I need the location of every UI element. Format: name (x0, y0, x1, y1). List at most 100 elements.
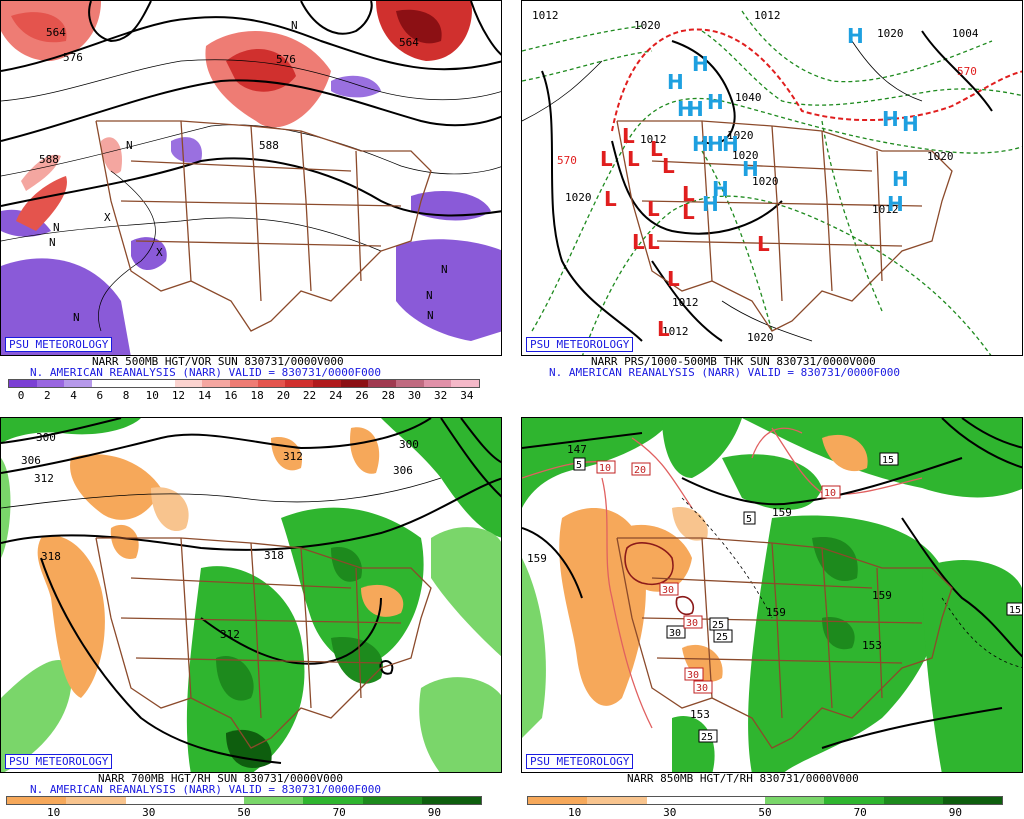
panel-sfc-pressure: 1012 1020 1012 1020 1004 1040 1020 1012 … (521, 0, 1024, 405)
panel-500mb: 564 576 588 588 576 564 N N N N N N X X … (0, 0, 503, 405)
high-pressure-marker: H (692, 132, 709, 156)
isobar-label: 1012 (672, 296, 699, 309)
vort-letter: N (73, 311, 80, 324)
colorbar-segment (340, 380, 369, 387)
isobar-label: 1040 (735, 91, 762, 104)
high-pressure-marker: H (702, 192, 719, 216)
low-pressure-marker: L (667, 267, 680, 291)
colorbar-segment (421, 797, 481, 804)
high-pressure-marker: H (847, 24, 864, 48)
colorbar-tick-label: 10 (46, 806, 61, 819)
svg-text:25: 25 (712, 620, 724, 631)
isobar-label: 1020 (877, 27, 904, 40)
psu-logo: PSU METEOROLOGY (5, 337, 113, 352)
colorbar-ticks: 10 30 50 70 90 (6, 807, 482, 819)
colorbar-segment (942, 797, 1002, 804)
colorbar-segment (646, 797, 706, 804)
high-pressure-marker: H (887, 192, 904, 216)
rh-colorbar (527, 796, 1003, 805)
svg-text:10: 10 (824, 488, 836, 499)
map-500mb[interactable]: 564 576 588 588 576 564 N N N N N N X X … (0, 0, 502, 356)
colorbar-segment (36, 380, 65, 387)
isobar-label: 1020 (752, 175, 779, 188)
map-700mb[interactable]: 300 306 312 318 312 300 306 318 312 PSU … (0, 417, 502, 773)
colorbar-segment (368, 380, 396, 387)
vort-letter: N (126, 139, 133, 152)
high-pressure-marker: H (677, 97, 694, 121)
temperature-box-label: 25 (698, 729, 718, 743)
contour-label: 588 (39, 153, 59, 166)
colorbar-segment (362, 797, 422, 804)
colorbar-segment (184, 797, 244, 804)
colorbar-segment (119, 380, 148, 387)
contour-label: 318 (264, 549, 284, 562)
contour-label: 300 (399, 438, 419, 451)
colorbar-segment (705, 797, 765, 804)
colorbar-tick-label: 8 (122, 389, 130, 402)
svg-text:25: 25 (701, 732, 713, 743)
colorbar-segment (230, 380, 258, 387)
colorbar-tick-label: 70 (853, 806, 867, 819)
svg-text:15: 15 (882, 455, 894, 466)
colorbar-segment (765, 797, 825, 804)
colorbar-ticks: 10 30 50 70 90 (527, 807, 1003, 819)
height-label: 153 (862, 639, 882, 652)
isobar-label: 1012 (754, 9, 781, 22)
high-pressure-marker: H (902, 112, 919, 136)
colorbar-tick-label: 18 (250, 389, 264, 402)
low-pressure-marker: L (682, 182, 695, 206)
svg-text:25: 25 (716, 632, 728, 643)
temperature-box-label: 10 (821, 485, 841, 499)
temperature-box-label: 20 (631, 462, 651, 476)
isobar-label: 1020 (927, 150, 954, 163)
colorbar-tick-label: 34 (460, 389, 474, 402)
colorbar-tick-label: 70 (332, 806, 346, 819)
height-label: 159 (772, 506, 792, 519)
temperature-box-label: 30 (684, 667, 704, 681)
isobar-label: 1020 (727, 129, 754, 142)
colorbar-segment (174, 380, 203, 387)
vort-letter: X (156, 246, 163, 259)
panel-title: NARR 700MB HGT/RH SUN 830731/0000V000 (98, 772, 344, 785)
high-pressure-marker: H (712, 177, 729, 201)
map-850mb[interactable]: 147 159 153 159 159 159 153 5 10 20 15 10 5 30… (521, 417, 1023, 773)
colorbar-segment (423, 380, 452, 387)
colorbar-tick-label: 26 (355, 389, 369, 402)
height-label: 159 (766, 606, 786, 619)
svg-text:30: 30 (669, 628, 681, 639)
colorbar-tick-label: 10 (145, 389, 159, 402)
colorbar-tick-label: 10 (567, 806, 582, 819)
svg-text:30: 30 (686, 618, 698, 629)
high-pressure-marker: H (892, 167, 909, 191)
colorbar-segment (9, 380, 37, 387)
isobar-label: 1020 (565, 191, 592, 204)
map-sfc-pressure[interactable]: 1012 1020 1012 1020 1004 1040 1020 1012 … (521, 0, 1023, 356)
vort-letter: N (53, 221, 60, 234)
high-pressure-marker: H (707, 132, 724, 156)
colorbar-tick-label: 16 (224, 389, 238, 402)
colorbar-segment (313, 380, 341, 387)
temperature-box-label: 5 (743, 511, 756, 525)
temperature-box-label: 15 (1006, 602, 1022, 616)
vort-letter: X (104, 211, 111, 224)
isobar-label: 1012 (662, 325, 689, 338)
colorbar-tick-label: 4 (70, 389, 77, 402)
svg-text:5: 5 (746, 514, 752, 525)
low-pressure-marker: L (682, 200, 695, 224)
vort-letter: N (441, 263, 448, 276)
svg-text:30: 30 (662, 585, 674, 596)
panel-subtitle: N. AMERICAN REANALYSIS (NARR) VALID = 83… (30, 783, 381, 796)
psu-logo: PSU METEOROLOGY (526, 337, 634, 352)
panel-title: NARR PRS/1000-500MB THK SUN 830731/0000V… (591, 355, 876, 368)
colorbar-tick-label: 12 (171, 389, 186, 402)
temperature-box-label: 30 (693, 680, 713, 694)
low-pressure-marker: L (627, 147, 640, 171)
colorbar-tick-label: 50 (237, 806, 251, 819)
high-pressure-marker: H (707, 90, 724, 114)
colorbar-segment (244, 797, 304, 804)
isobar-label: 1012 (532, 9, 559, 22)
panel-subtitle: N. AMERICAN REANALYSIS (NARR) VALID = 83… (549, 366, 900, 379)
high-pressure-marker: H (882, 107, 899, 131)
contour-label: 564 (399, 36, 419, 49)
low-pressure-marker: L (647, 230, 660, 254)
